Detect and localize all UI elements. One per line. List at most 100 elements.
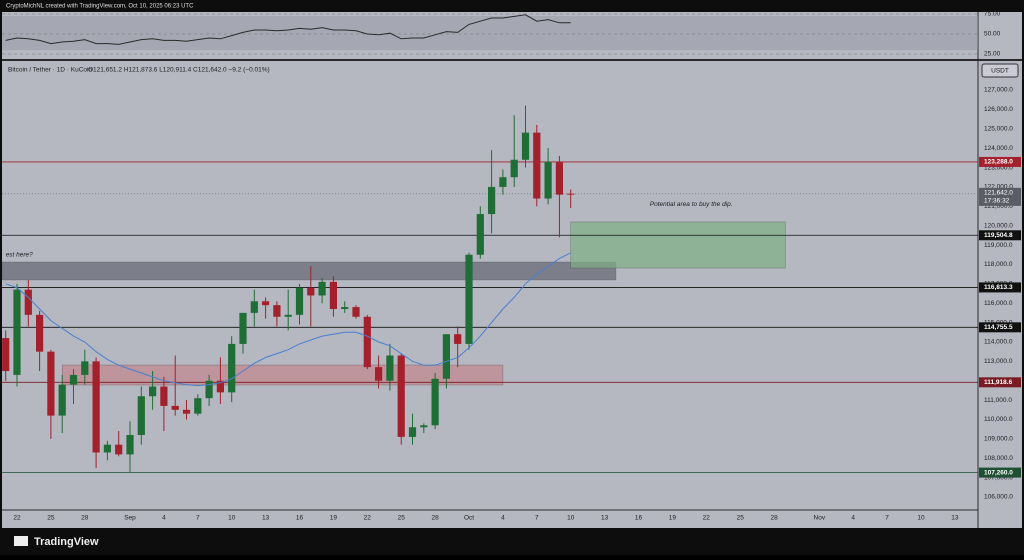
- x-tick-label: 25: [398, 515, 406, 522]
- currency[interactable]: USDT: [991, 68, 1009, 75]
- candle-body: [499, 177, 507, 187]
- candle-body: [126, 434, 134, 455]
- candle-body: [24, 289, 32, 315]
- candle-body: [115, 444, 123, 455]
- level-label-box: [979, 230, 1021, 241]
- candle-body: [182, 409, 191, 414]
- candle-body: [544, 161, 552, 199]
- candle-body: [318, 281, 326, 296]
- current-price-box: [979, 187, 1021, 206]
- x-tick-label: 28: [770, 515, 778, 522]
- candle-body: [47, 351, 55, 416]
- level-label: 114,755.5: [984, 324, 1013, 331]
- rsi-tick-label: 25.00: [984, 51, 1001, 58]
- candle-body: [205, 380, 213, 399]
- x-tick-label: 22: [703, 515, 711, 522]
- candle-body: [13, 289, 21, 375]
- x-tick-label: 16: [296, 515, 304, 522]
- x-tick-label: 13: [262, 515, 270, 522]
- y-tick-label: 121,000.0: [984, 203, 1013, 210]
- annotation: Potential area to buy the dip.: [650, 201, 733, 208]
- x-tick-label: 7: [535, 515, 539, 522]
- x-tick-label: 28: [81, 515, 89, 522]
- x-tick-label: Sep: [124, 515, 136, 522]
- y-tick-label: 122,000.0: [984, 184, 1013, 191]
- candle-body: [420, 425, 428, 428]
- zone: [1, 261, 617, 281]
- candle-body: [295, 287, 304, 315]
- candle-body: [273, 305, 281, 317]
- y-tick-label: 123,000.0: [984, 164, 1013, 171]
- candle-body: [307, 287, 315, 296]
- level-label-box: [979, 377, 1021, 388]
- y-tick-label: 127,000.0: [984, 87, 1013, 94]
- candle-body: [137, 396, 145, 435]
- top-bar-text: CryptoMichNL created with TradingView.co…: [6, 4, 194, 10]
- candle-body: [216, 380, 224, 393]
- y-tick-label: 125,000.0: [984, 125, 1013, 132]
- candle-body: [284, 314, 292, 317]
- candle-body: [329, 281, 337, 310]
- candle-body: [92, 361, 100, 453]
- candle-body: [465, 254, 473, 344]
- y-tick-label: 110,000.0: [984, 416, 1013, 423]
- candle-body: [352, 307, 360, 317]
- candle-body: [521, 132, 530, 160]
- x-tick-label: 25: [737, 515, 745, 522]
- candle-body: [555, 161, 563, 195]
- x-tick-label: 22: [364, 515, 372, 522]
- candle-body: [160, 386, 168, 406]
- candle-body: [341, 307, 349, 310]
- symbol: Bitcoin / Tether · 1D · KuCoin: [8, 67, 92, 74]
- currency-button[interactable]: [981, 63, 1019, 78]
- rsi-band: [2, 16, 978, 50]
- level-label: 116,813.3: [984, 284, 1013, 291]
- y-tick-label: 107,000.0: [984, 474, 1013, 481]
- rsi-tick-label: 75.00: [984, 11, 1001, 18]
- candle-body: [386, 355, 394, 381]
- y-tick-label: 113,000.0: [984, 358, 1013, 365]
- candle-body: [488, 186, 496, 215]
- x-tick-label: 10: [228, 515, 236, 522]
- candle-body: [171, 405, 179, 410]
- moving-average: [5, 252, 571, 387]
- candle-body: [103, 444, 111, 453]
- y-tick-label: 106,000.0: [984, 494, 1013, 501]
- x-tick-label: 13: [951, 515, 959, 522]
- candle-body: [363, 316, 371, 368]
- y-tick-label: 126,000.0: [984, 106, 1013, 113]
- x-tick-label: 19: [669, 515, 677, 522]
- current-price-label: 121,642.0: [984, 190, 1013, 197]
- annotation: est here?: [6, 251, 33, 258]
- zone: [570, 221, 786, 269]
- ohlc: O121,651.2 H121,873.6 L120,911.4 C121,64…: [88, 67, 270, 74]
- level-label-box: [979, 156, 1021, 167]
- candle-body: [442, 334, 450, 379]
- x-tick-label: Nov: [814, 515, 826, 522]
- x-tick-label: 19: [330, 515, 338, 522]
- y-tick-label: 111,000.0: [984, 397, 1012, 404]
- candle-body: [69, 374, 78, 385]
- candle-body: [476, 214, 484, 255]
- x-tick-label: 7: [885, 515, 889, 522]
- level-label: 119,504.8: [984, 232, 1013, 239]
- footer-logo: TradingView: [34, 536, 99, 548]
- candle-body: [262, 301, 270, 306]
- x-tick-label: 10: [917, 515, 925, 522]
- candle-body: [431, 378, 439, 426]
- x-tick-label: 25: [47, 515, 55, 522]
- logo-icon: [14, 536, 28, 546]
- candle-body: [510, 159, 518, 178]
- candle-body: [149, 386, 157, 397]
- level-label: 123,288.0: [984, 159, 1013, 166]
- candle-body: [81, 361, 89, 375]
- candle-body: [454, 334, 462, 344]
- x-tick-label: 10: [567, 515, 575, 522]
- x-tick-label: 4: [162, 515, 166, 522]
- candle-body: [58, 384, 66, 416]
- x-tick-label: 28: [431, 515, 439, 522]
- y-tick-label: 124,000.0: [984, 145, 1013, 152]
- level-label-box: [979, 282, 1021, 293]
- candle-body: [408, 427, 417, 437]
